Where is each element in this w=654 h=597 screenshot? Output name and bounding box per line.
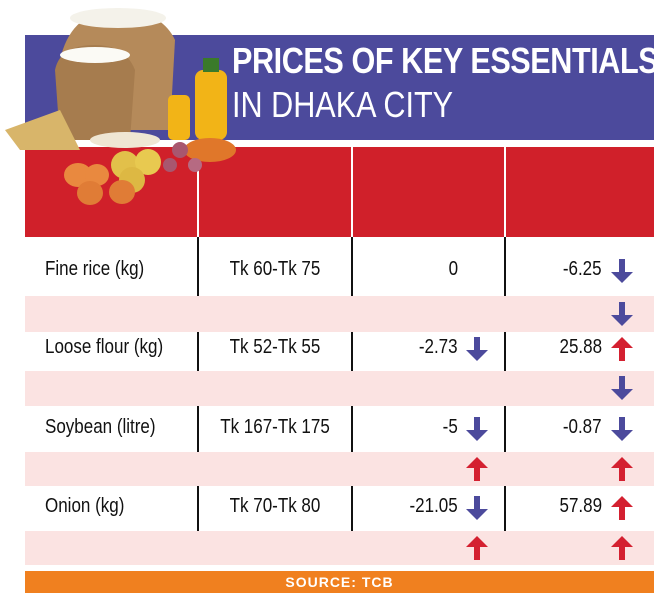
sub-row (25, 531, 654, 565)
arrow-down-icon (611, 417, 633, 441)
change-2: -6.25 (563, 258, 602, 280)
change-1: 0 (448, 258, 458, 280)
change-1: -5 (442, 416, 458, 438)
divider (197, 237, 199, 296)
arrow-up-icon (611, 337, 633, 361)
item-name: Soybean (litre) (45, 416, 156, 438)
divider (351, 406, 353, 452)
sub-row (25, 371, 654, 406)
arrow-down-icon (611, 376, 633, 400)
price-range: Tk 167-Tk 175 (220, 416, 330, 438)
item-name: Loose flour (kg) (45, 336, 164, 358)
arrow-down-icon (466, 417, 488, 441)
divider (504, 332, 506, 371)
change-2: -0.87 (563, 416, 602, 438)
header-divider (504, 147, 506, 237)
divider (504, 486, 506, 531)
price-range: Tk 52-Tk 55 (229, 336, 321, 358)
arrow-up-icon (611, 457, 633, 481)
source-bar: SOURCE: TCB (25, 571, 654, 593)
divider (351, 237, 353, 296)
groceries-illustration (5, 8, 236, 205)
arrow-down-icon (611, 259, 633, 283)
arrow-up-icon (611, 536, 633, 560)
arrow-up-icon (466, 457, 488, 481)
title-line-1: PRICES OF KEY ESSENTIALS (232, 40, 654, 81)
divider (197, 406, 199, 452)
price-range: Tk 70-Tk 80 (229, 495, 321, 517)
arrow-up-icon (611, 496, 633, 520)
arrow-down-icon (466, 496, 488, 520)
divider (504, 406, 506, 452)
change-1: -21.05 (409, 495, 458, 517)
divider (197, 332, 199, 371)
change-2: 57.89 (559, 495, 602, 517)
header-divider (197, 147, 199, 237)
change-1: -2.73 (419, 336, 458, 358)
item-name: Fine rice (kg) (45, 258, 145, 280)
sub-row (25, 452, 654, 486)
arrow-down-icon (466, 337, 488, 361)
header-divider (351, 147, 353, 237)
arrow-up-icon (466, 536, 488, 560)
arrow-down-icon (611, 302, 633, 326)
divider (351, 332, 353, 371)
title-line-2: IN DHAKA CITY (232, 84, 454, 125)
divider (197, 486, 199, 531)
item-name: Onion (kg) (45, 495, 125, 517)
change-2: 25.88 (559, 336, 602, 358)
divider (351, 486, 353, 531)
sub-row (25, 296, 654, 332)
price-range: Tk 60-Tk 75 (229, 258, 321, 280)
divider (504, 237, 506, 296)
